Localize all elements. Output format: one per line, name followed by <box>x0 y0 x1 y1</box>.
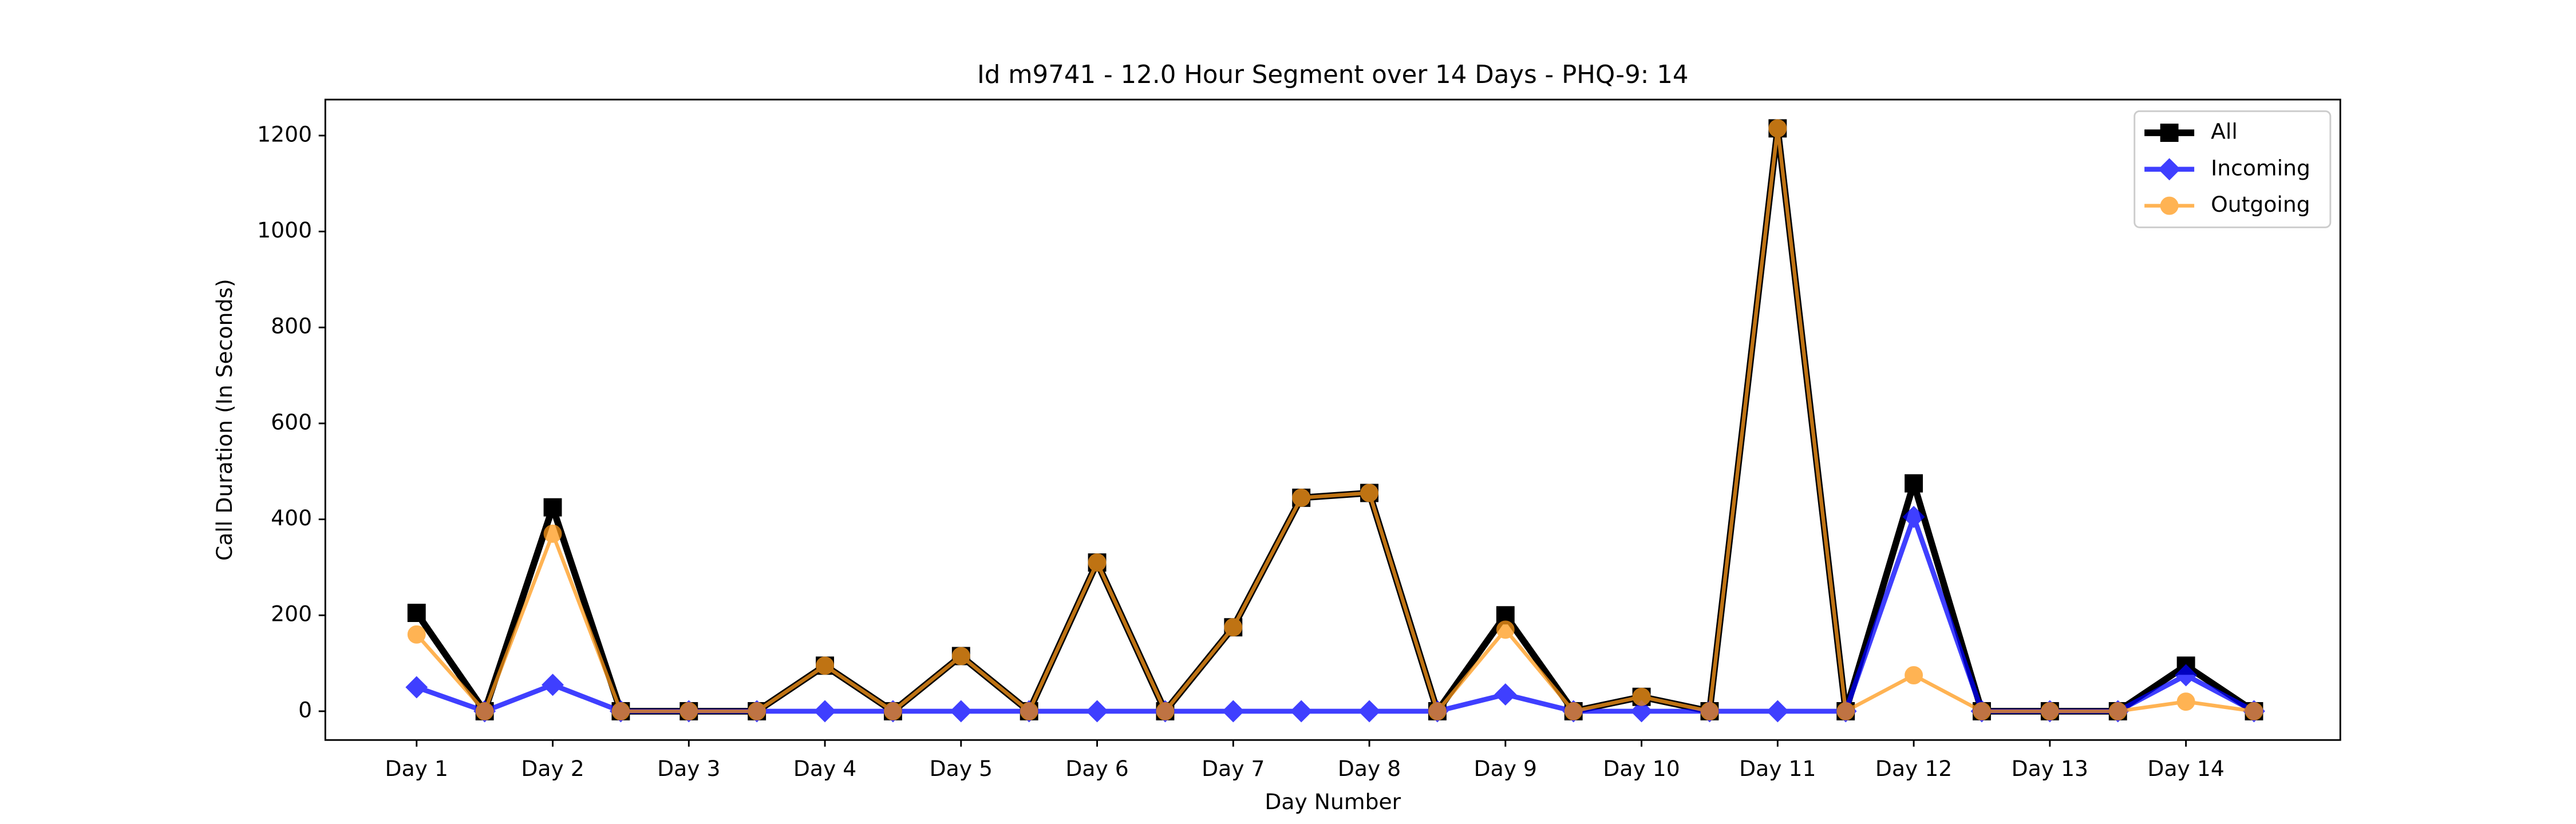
legend-entry <box>2144 196 2195 215</box>
marker <box>2245 702 2263 720</box>
x-tick-label: Day 4 <box>793 756 856 781</box>
marker <box>1973 702 1991 720</box>
marker <box>1496 620 1515 639</box>
marker <box>2040 702 2059 720</box>
marker <box>883 702 902 720</box>
marker <box>679 702 698 720</box>
legend-box <box>2134 110 2332 228</box>
series-line <box>414 125 2256 715</box>
legend-label: All <box>2211 119 2238 144</box>
marker <box>2176 692 2195 711</box>
y-axis-label: Call Duration (In Seconds) <box>212 279 237 561</box>
plot-frame <box>324 98 2341 741</box>
series <box>405 505 2265 723</box>
marker <box>1156 702 1175 720</box>
y-tick-label: 1200 <box>257 121 312 146</box>
marker <box>1224 618 1243 637</box>
marker <box>542 674 564 696</box>
marker <box>950 700 973 723</box>
x-tick-label: Day 12 <box>1875 756 1952 781</box>
legend-marker <box>2158 158 2181 181</box>
legend-label: Incoming <box>2211 155 2310 180</box>
y-tick-label: 0 <box>298 697 312 722</box>
marker <box>816 656 834 675</box>
marker <box>1020 702 1038 720</box>
marker <box>543 524 562 543</box>
x-tick-label: Day 6 <box>1065 756 1128 781</box>
marker <box>1632 687 1651 706</box>
legend-entry <box>2144 158 2195 181</box>
x-tick-label: Day 1 <box>385 756 448 781</box>
marker <box>1902 505 1925 528</box>
y-tick-label: 200 <box>271 601 312 627</box>
marker <box>1766 700 1789 723</box>
series <box>407 119 2263 720</box>
series-line <box>415 126 2254 714</box>
legend-marker <box>2160 196 2179 215</box>
marker <box>1836 702 1855 720</box>
marker <box>407 625 426 644</box>
marker <box>1428 702 1447 720</box>
x-tick-label: Day 9 <box>1474 756 1537 781</box>
chart-title: Id m9741 - 12.0 Hour Segment over 14 Day… <box>977 61 1689 89</box>
x-tick-label: Day 3 <box>657 756 720 781</box>
x-tick-label: Day 7 <box>1202 756 1265 781</box>
x-tick-label: Day 10 <box>1603 756 1680 781</box>
marker <box>1905 474 1923 493</box>
marker <box>1630 700 1653 723</box>
legend-entry <box>2144 124 2195 142</box>
y-tick-label: 1000 <box>257 217 312 243</box>
marker <box>1358 700 1381 723</box>
x-axis-label: Day Number <box>1265 789 1401 814</box>
y-tick-label: 400 <box>271 505 312 530</box>
y-tick-label: 600 <box>271 409 312 434</box>
marker <box>1700 702 1719 720</box>
marker <box>1360 484 1379 502</box>
marker <box>543 498 562 517</box>
marker <box>2108 702 2127 720</box>
marker <box>475 702 494 720</box>
marker <box>1564 702 1583 720</box>
marker <box>1088 553 1107 572</box>
marker <box>1290 700 1313 723</box>
x-tick-label: Day 8 <box>1338 756 1401 781</box>
x-tick-label: Day 5 <box>930 756 993 781</box>
x-tick-label: Day 14 <box>2147 756 2224 781</box>
marker <box>1768 119 1787 138</box>
marker <box>951 647 970 665</box>
marker <box>1222 700 1244 723</box>
marker <box>407 604 426 623</box>
marker <box>748 702 767 720</box>
legend-marker <box>2160 124 2179 142</box>
marker <box>813 700 836 723</box>
x-tick-label: Day 13 <box>2012 756 2088 781</box>
marker <box>1494 683 1517 706</box>
marker <box>1905 666 1923 684</box>
marker <box>1086 700 1109 723</box>
series-line <box>416 514 2255 714</box>
series <box>407 119 2263 720</box>
marker <box>2175 664 2198 687</box>
x-tick-label: Day 11 <box>1739 756 1816 781</box>
x-tick-label: Day 2 <box>521 756 584 781</box>
marker <box>611 702 630 720</box>
legend-label: Outgoing <box>2211 192 2310 217</box>
y-tick-label: 800 <box>271 314 312 339</box>
marker <box>1292 488 1311 507</box>
marker <box>405 676 428 699</box>
